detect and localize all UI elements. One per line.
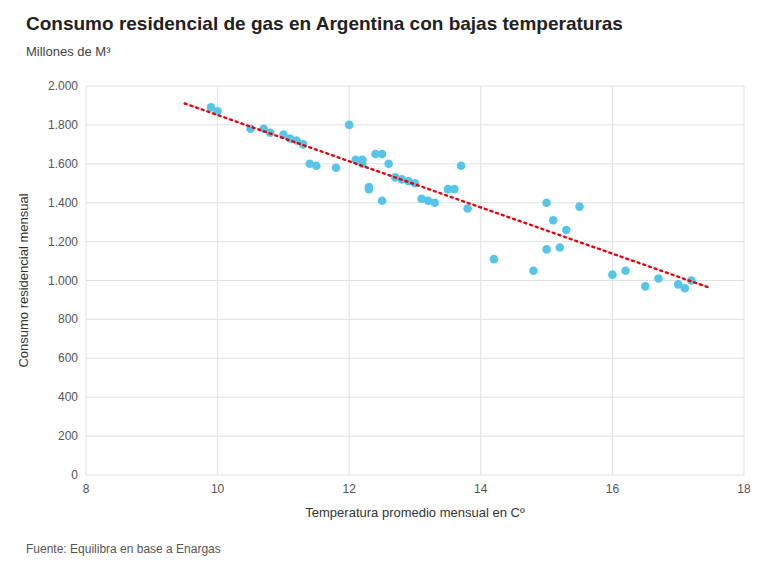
x-axis-label: Temperatura promedio mensual en Cº [305,505,525,520]
y-tick-label: 0 [71,468,78,482]
y-grid-line [86,124,744,125]
y-tick-label: 1.600 [48,157,78,171]
y-grid-line [86,319,744,320]
y-axis-label: Consumo residencial mensual [16,193,31,367]
y-tick-label: 800 [58,312,78,326]
x-grid-line [480,86,481,475]
y-tick-label: 200 [58,429,78,443]
scatter-point [542,245,551,254]
y-tick-label: 1.200 [48,235,78,249]
scatter-point [384,160,393,169]
scatter-point [621,266,630,275]
y-grid-line [86,86,744,87]
scatter-point [549,216,558,225]
y-grid-line [86,202,744,203]
grid [86,86,744,475]
title: Consumo residencial de gas en Argentina … [26,13,623,34]
scatter-point [608,270,617,279]
scatter-point [575,202,584,211]
scatter-point [555,243,564,252]
trend-line [185,104,711,289]
scatter-point [562,226,571,235]
scatter-point [641,282,650,291]
x-tick-label: 8 [83,482,90,496]
scatter-point [378,196,387,205]
x-tick-label: 10 [211,482,225,496]
y-grid-line [86,163,744,164]
x-tick-label: 16 [606,482,620,496]
scatter-point [365,185,374,194]
y-grid-line [86,280,744,281]
y-grid-line [86,241,744,242]
scatter-point [345,121,354,130]
x-tick-label: 14 [474,482,488,496]
x-grid-line [349,86,350,475]
scatter-point [430,198,439,207]
scatter-point [457,161,466,170]
x-grid-line [217,86,218,475]
scatter-point [654,274,663,283]
scatter-point [332,163,341,172]
y-tick-label: 1.800 [48,118,78,132]
scatter-point [450,185,459,194]
scatter-point [542,198,551,207]
y-grid-line [86,358,744,359]
y-grid-line [86,397,744,398]
chart: Consumo residencial de gas en Argentina … [0,0,768,571]
source-note: Fuente: Equilibra en base a Enargas [26,542,221,556]
y-tick-label: 2.000 [48,79,78,93]
scatter-point [463,204,472,213]
scatter-point [680,284,689,293]
y-tick-label: 1.400 [48,196,78,210]
y-grid-line [86,475,744,476]
y-tick-label: 600 [58,351,78,365]
y-tick-label: 400 [58,390,78,404]
scatter-point [490,255,499,264]
y-grid-line [86,436,744,437]
y-tick-label: 1.000 [48,274,78,288]
x-tick-label: 18 [737,482,751,496]
x-tick-label: 12 [343,482,357,496]
scatter-point [529,266,538,275]
scatter-point [378,150,387,159]
plot-area [185,103,711,292]
x-grid-line [86,86,87,475]
subtitle: Millones de M³ [26,44,111,59]
x-grid-line [612,86,613,475]
scatter-point [312,161,321,170]
x-grid-line [744,86,745,475]
